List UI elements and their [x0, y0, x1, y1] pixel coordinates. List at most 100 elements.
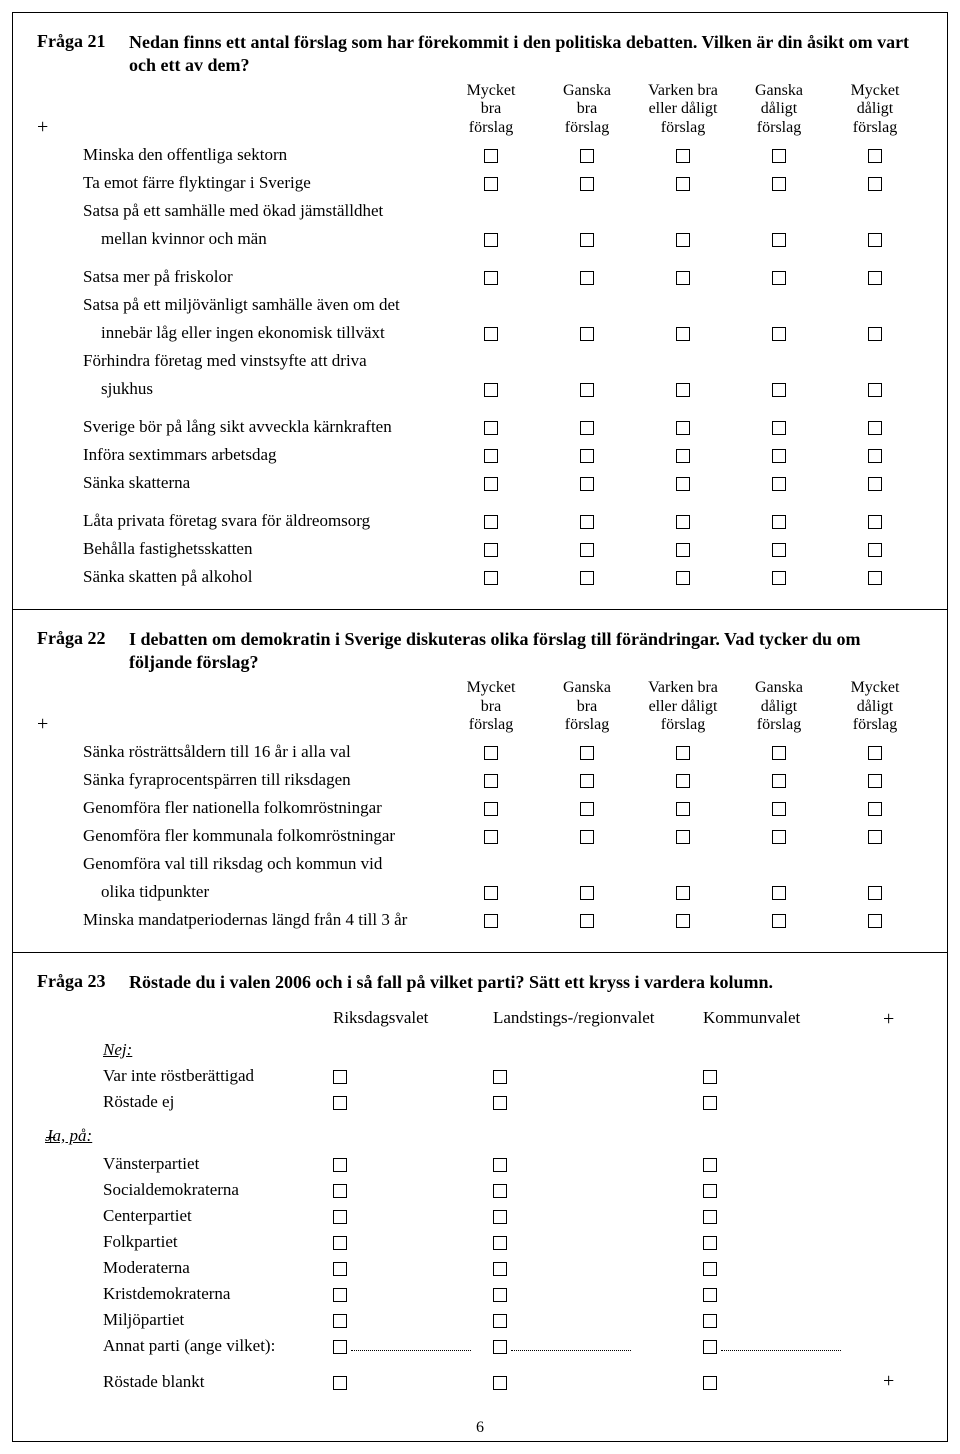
checkbox[interactable] [676, 571, 690, 585]
checkbox[interactable] [580, 571, 594, 585]
checkbox[interactable] [868, 421, 882, 435]
checkbox[interactable] [772, 271, 786, 285]
checkbox[interactable] [580, 477, 594, 491]
checkbox[interactable] [493, 1314, 507, 1328]
checkbox[interactable] [772, 233, 786, 247]
write-in-line[interactable] [511, 1339, 631, 1351]
checkbox[interactable] [580, 177, 594, 191]
checkbox[interactable] [868, 802, 882, 816]
checkbox[interactable] [484, 774, 498, 788]
checkbox[interactable] [580, 449, 594, 463]
checkbox[interactable] [772, 543, 786, 557]
checkbox[interactable] [333, 1288, 347, 1302]
checkbox[interactable] [676, 515, 690, 529]
checkbox[interactable] [868, 830, 882, 844]
checkbox[interactable] [676, 449, 690, 463]
checkbox[interactable] [676, 477, 690, 491]
checkbox[interactable] [868, 477, 882, 491]
checkbox[interactable] [484, 515, 498, 529]
checkbox[interactable] [493, 1158, 507, 1172]
checkbox[interactable] [484, 149, 498, 163]
checkbox[interactable] [703, 1184, 717, 1198]
checkbox[interactable] [868, 149, 882, 163]
checkbox[interactable] [868, 746, 882, 760]
checkbox[interactable] [580, 774, 594, 788]
checkbox[interactable] [484, 233, 498, 247]
checkbox[interactable] [703, 1210, 717, 1224]
checkbox[interactable] [772, 383, 786, 397]
checkbox[interactable] [333, 1314, 347, 1328]
checkbox[interactable] [580, 383, 594, 397]
checkbox[interactable] [484, 327, 498, 341]
checkbox[interactable] [703, 1096, 717, 1110]
checkbox[interactable] [868, 886, 882, 900]
checkbox[interactable] [333, 1236, 347, 1250]
checkbox[interactable] [333, 1210, 347, 1224]
checkbox[interactable] [676, 543, 690, 557]
checkbox[interactable] [676, 886, 690, 900]
checkbox[interactable] [484, 830, 498, 844]
checkbox[interactable] [772, 449, 786, 463]
checkbox[interactable] [333, 1184, 347, 1198]
checkbox[interactable] [868, 571, 882, 585]
checkbox[interactable] [493, 1210, 507, 1224]
checkbox[interactable] [484, 543, 498, 557]
checkbox[interactable] [484, 477, 498, 491]
checkbox[interactable] [493, 1262, 507, 1276]
checkbox[interactable] [676, 421, 690, 435]
checkbox[interactable] [676, 177, 690, 191]
checkbox[interactable] [580, 421, 594, 435]
checkbox[interactable] [868, 233, 882, 247]
checkbox[interactable] [580, 515, 594, 529]
checkbox[interactable] [772, 802, 786, 816]
checkbox[interactable] [868, 177, 882, 191]
checkbox[interactable] [333, 1376, 347, 1390]
checkbox[interactable] [580, 327, 594, 341]
checkbox[interactable] [580, 830, 594, 844]
checkbox[interactable] [333, 1070, 347, 1084]
checkbox[interactable] [484, 914, 498, 928]
checkbox[interactable] [493, 1376, 507, 1390]
checkbox[interactable] [484, 746, 498, 760]
checkbox[interactable] [493, 1340, 507, 1354]
checkbox[interactable] [676, 233, 690, 247]
write-in-line[interactable] [721, 1339, 841, 1351]
checkbox[interactable] [868, 515, 882, 529]
checkbox[interactable] [772, 774, 786, 788]
checkbox[interactable] [703, 1158, 717, 1172]
checkbox[interactable] [676, 746, 690, 760]
checkbox[interactable] [676, 830, 690, 844]
checkbox[interactable] [333, 1340, 347, 1354]
checkbox[interactable] [703, 1340, 717, 1354]
checkbox[interactable] [868, 327, 882, 341]
checkbox[interactable] [772, 914, 786, 928]
checkbox[interactable] [580, 746, 594, 760]
checkbox[interactable] [333, 1096, 347, 1110]
checkbox[interactable] [580, 543, 594, 557]
checkbox[interactable] [484, 886, 498, 900]
checkbox[interactable] [772, 830, 786, 844]
checkbox[interactable] [580, 886, 594, 900]
checkbox[interactable] [484, 449, 498, 463]
checkbox[interactable] [772, 477, 786, 491]
checkbox[interactable] [772, 571, 786, 585]
checkbox[interactable] [493, 1070, 507, 1084]
checkbox[interactable] [703, 1314, 717, 1328]
checkbox[interactable] [868, 383, 882, 397]
checkbox[interactable] [333, 1158, 347, 1172]
checkbox[interactable] [484, 802, 498, 816]
checkbox[interactable] [703, 1070, 717, 1084]
checkbox[interactable] [868, 543, 882, 557]
checkbox[interactable] [493, 1184, 507, 1198]
checkbox[interactable] [580, 802, 594, 816]
checkbox[interactable] [772, 886, 786, 900]
checkbox[interactable] [484, 271, 498, 285]
checkbox[interactable] [772, 746, 786, 760]
checkbox[interactable] [493, 1096, 507, 1110]
checkbox[interactable] [868, 914, 882, 928]
checkbox[interactable] [676, 327, 690, 341]
checkbox[interactable] [676, 774, 690, 788]
checkbox[interactable] [676, 271, 690, 285]
checkbox[interactable] [703, 1262, 717, 1276]
checkbox[interactable] [484, 383, 498, 397]
